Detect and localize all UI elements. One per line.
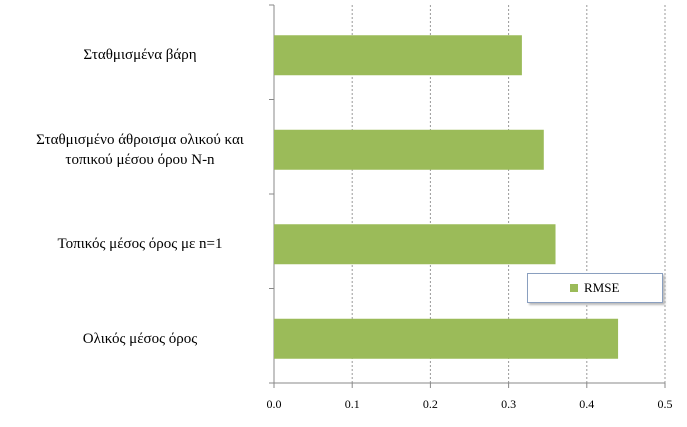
x-tick-label: 0.1	[345, 397, 360, 411]
x-tick-label: 0.0	[267, 397, 282, 411]
y-tick-label: Τοπικός μέσος όρος με n=1	[57, 236, 223, 253]
y-tick-label: Ολικός μέσος όρος	[82, 330, 198, 347]
x-tick-label: 0.4	[579, 397, 594, 411]
x-tick-label: 0.5	[658, 397, 673, 411]
bar	[274, 224, 556, 265]
bar	[274, 129, 544, 170]
x-tick-label: 0.2	[423, 397, 438, 411]
x-tick-label: 0.3	[501, 397, 516, 411]
legend-label: RMSE	[584, 280, 620, 295]
legend: RMSE	[527, 273, 663, 303]
y-tick-label: Σταθμισμένα βάρη	[83, 47, 197, 64]
bar	[274, 318, 619, 359]
legend-swatch	[570, 284, 578, 292]
y-tick-label: Σταθμισμένο άθροισμα ολικού και τοπικού …	[36, 131, 244, 168]
bar	[274, 35, 522, 76]
